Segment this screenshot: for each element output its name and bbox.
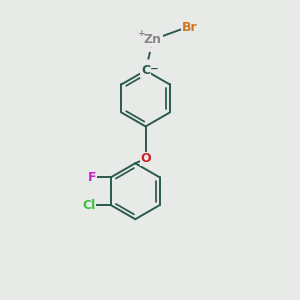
Text: Zn: Zn	[144, 33, 162, 46]
Text: O: O	[140, 152, 151, 165]
Text: Br: Br	[182, 21, 198, 34]
Text: C: C	[141, 64, 150, 77]
Text: Cl: Cl	[82, 199, 96, 212]
Text: −: −	[149, 64, 158, 74]
Text: F: F	[88, 171, 96, 184]
Text: +: +	[138, 28, 146, 38]
